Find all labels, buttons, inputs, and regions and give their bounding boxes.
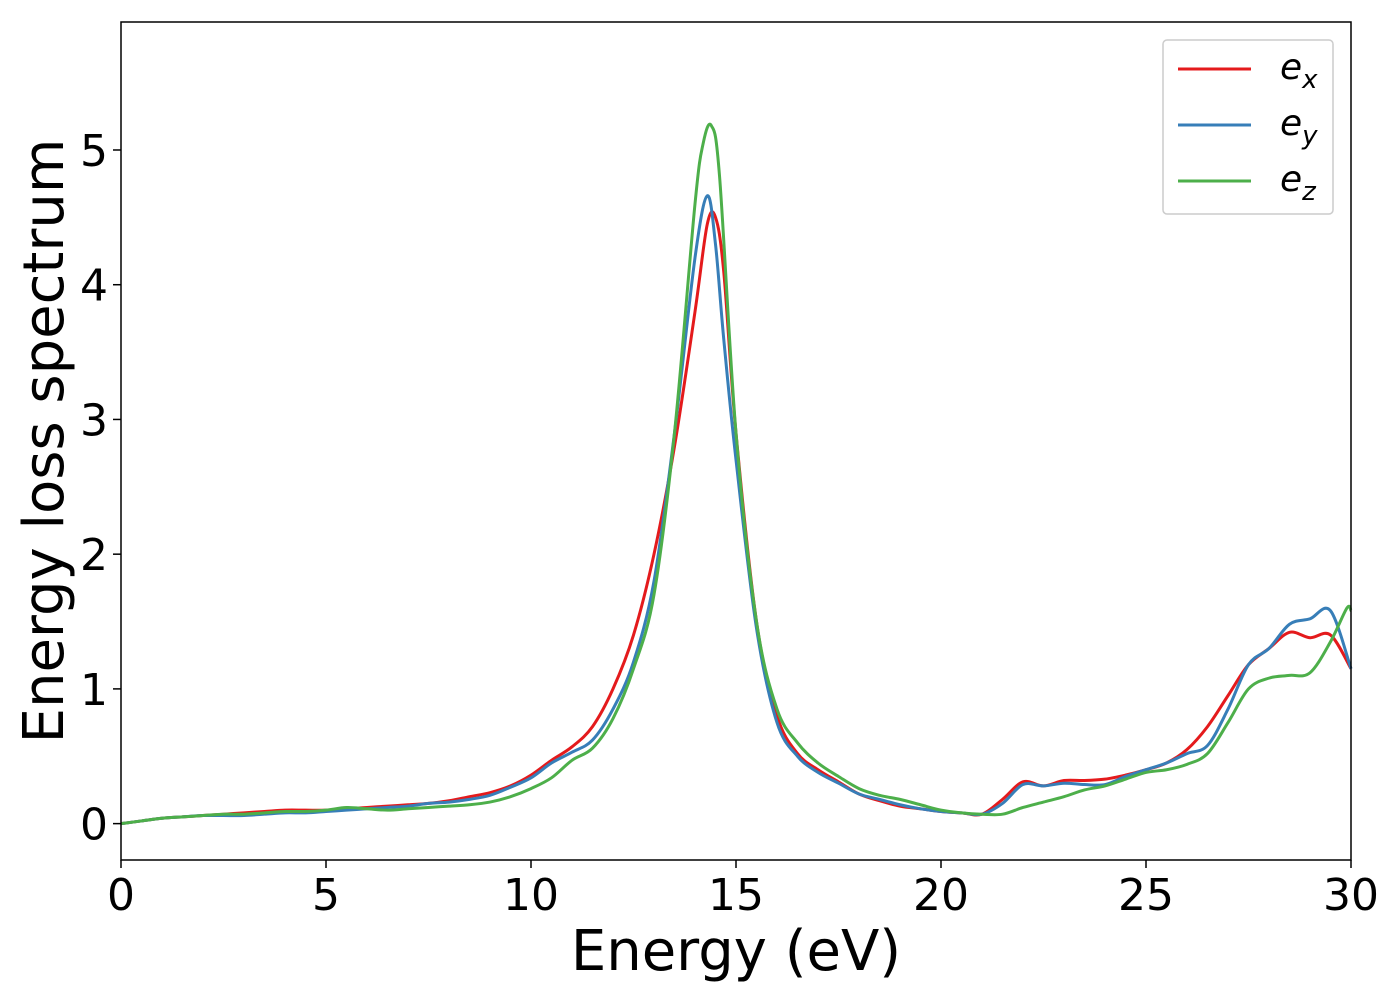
x-tick-label: 20 (913, 870, 969, 921)
y-axis: 0 1 2 3 4 5 (80, 126, 121, 851)
x-tick-label: 25 (1118, 870, 1174, 921)
y-tick-label: 0 (80, 800, 108, 851)
x-tick-label: 30 (1323, 870, 1379, 921)
y-tick-label: 3 (80, 395, 108, 446)
x-tick-label: 0 (107, 870, 135, 921)
x-axis: 0 5 10 15 20 25 30 (107, 860, 1379, 921)
legend-box (1162, 39, 1334, 215)
y-axis-title: Energy loss spectrum (12, 139, 77, 744)
y-tick-label: 1 (80, 665, 108, 716)
series-line-y (120, 194, 1353, 826)
y-tick-label: 5 (80, 126, 108, 177)
y-tick-label: 2 (80, 530, 108, 581)
series-layer (120, 122, 1353, 826)
x-tick-label: 10 (503, 870, 559, 921)
x-tick-label: 15 (708, 870, 764, 921)
x-axis-title: Energy (eV) (571, 919, 901, 984)
series-line-x (120, 210, 1353, 826)
legend-label-z: ez (1280, 159, 1317, 207)
y-tick-label: 4 (80, 261, 108, 312)
x-tick-label: 5 (312, 870, 340, 921)
series-line-z (120, 122, 1353, 826)
